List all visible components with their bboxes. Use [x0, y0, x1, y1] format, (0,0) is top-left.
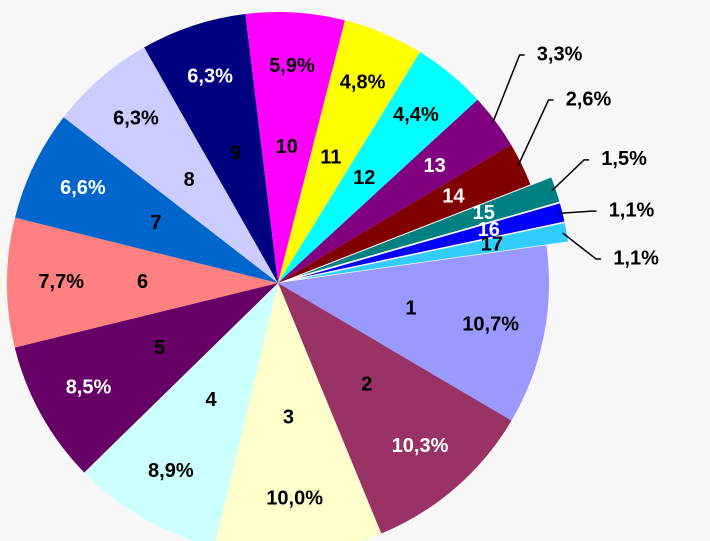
pie-slice: [278, 20, 421, 284]
pie-slice: [215, 283, 382, 541]
category-label: 15: [473, 202, 495, 224]
category-label: 16: [478, 219, 500, 241]
category-label: 11: [320, 147, 341, 169]
value-label: 4,4%: [393, 104, 439, 126]
category-label: 10: [276, 136, 298, 158]
value-label: 2,6%: [566, 88, 612, 110]
pie-slice: [278, 99, 512, 283]
value-label: 5,9%: [269, 55, 315, 77]
pie-slice: [15, 117, 279, 284]
category-label: 7: [150, 212, 161, 234]
value-label: 6,6%: [60, 177, 106, 199]
pie-slice: [84, 283, 278, 541]
value-label: 3,3%: [537, 43, 583, 65]
pie-slice: [63, 47, 278, 283]
category-label: 14: [442, 186, 465, 208]
value-label: 6,3%: [187, 65, 233, 87]
value-label: 8,9%: [148, 460, 194, 482]
value-label: 1,5%: [601, 148, 647, 170]
category-label: 4: [205, 389, 217, 411]
category-label: 9: [230, 143, 241, 165]
value-label: 4,8%: [340, 72, 386, 94]
pie-slice: [245, 11, 346, 283]
category-label: 3: [283, 406, 294, 428]
value-label: 1,1%: [613, 247, 659, 269]
category-label: 5: [154, 337, 165, 359]
category-label: 8: [184, 169, 195, 191]
pie-slice: [299, 223, 569, 280]
pie-slice: [278, 144, 531, 283]
value-label: 10,3%: [392, 435, 449, 457]
category-label: 12: [353, 167, 375, 189]
value-label: 10,7%: [462, 314, 519, 336]
pie-slice: [144, 13, 278, 283]
pie-slice: [298, 177, 560, 276]
pie-slice: [299, 203, 565, 278]
pie-slice: [278, 52, 478, 283]
value-label: 7,7%: [38, 271, 84, 293]
category-label: 2: [361, 374, 372, 396]
leader-line: [558, 210, 597, 215]
pie-slice: [278, 283, 512, 534]
pie-slice: [278, 245, 550, 421]
value-label: 6,3%: [113, 108, 159, 130]
leader-line: [562, 232, 602, 260]
leader-line: [551, 159, 590, 192]
category-label: 6: [137, 271, 148, 293]
pie-slice: [7, 217, 279, 348]
category-label: 1: [405, 298, 416, 320]
category-label: 17: [481, 234, 503, 256]
leader-line: [517, 99, 554, 167]
category-label: 13: [423, 155, 445, 177]
leader-line: [491, 54, 525, 125]
value-label: 8,5%: [66, 377, 112, 399]
value-label: 1,1%: [609, 199, 655, 221]
pie-slice: [14, 283, 278, 473]
value-label: 10,0%: [266, 487, 323, 509]
